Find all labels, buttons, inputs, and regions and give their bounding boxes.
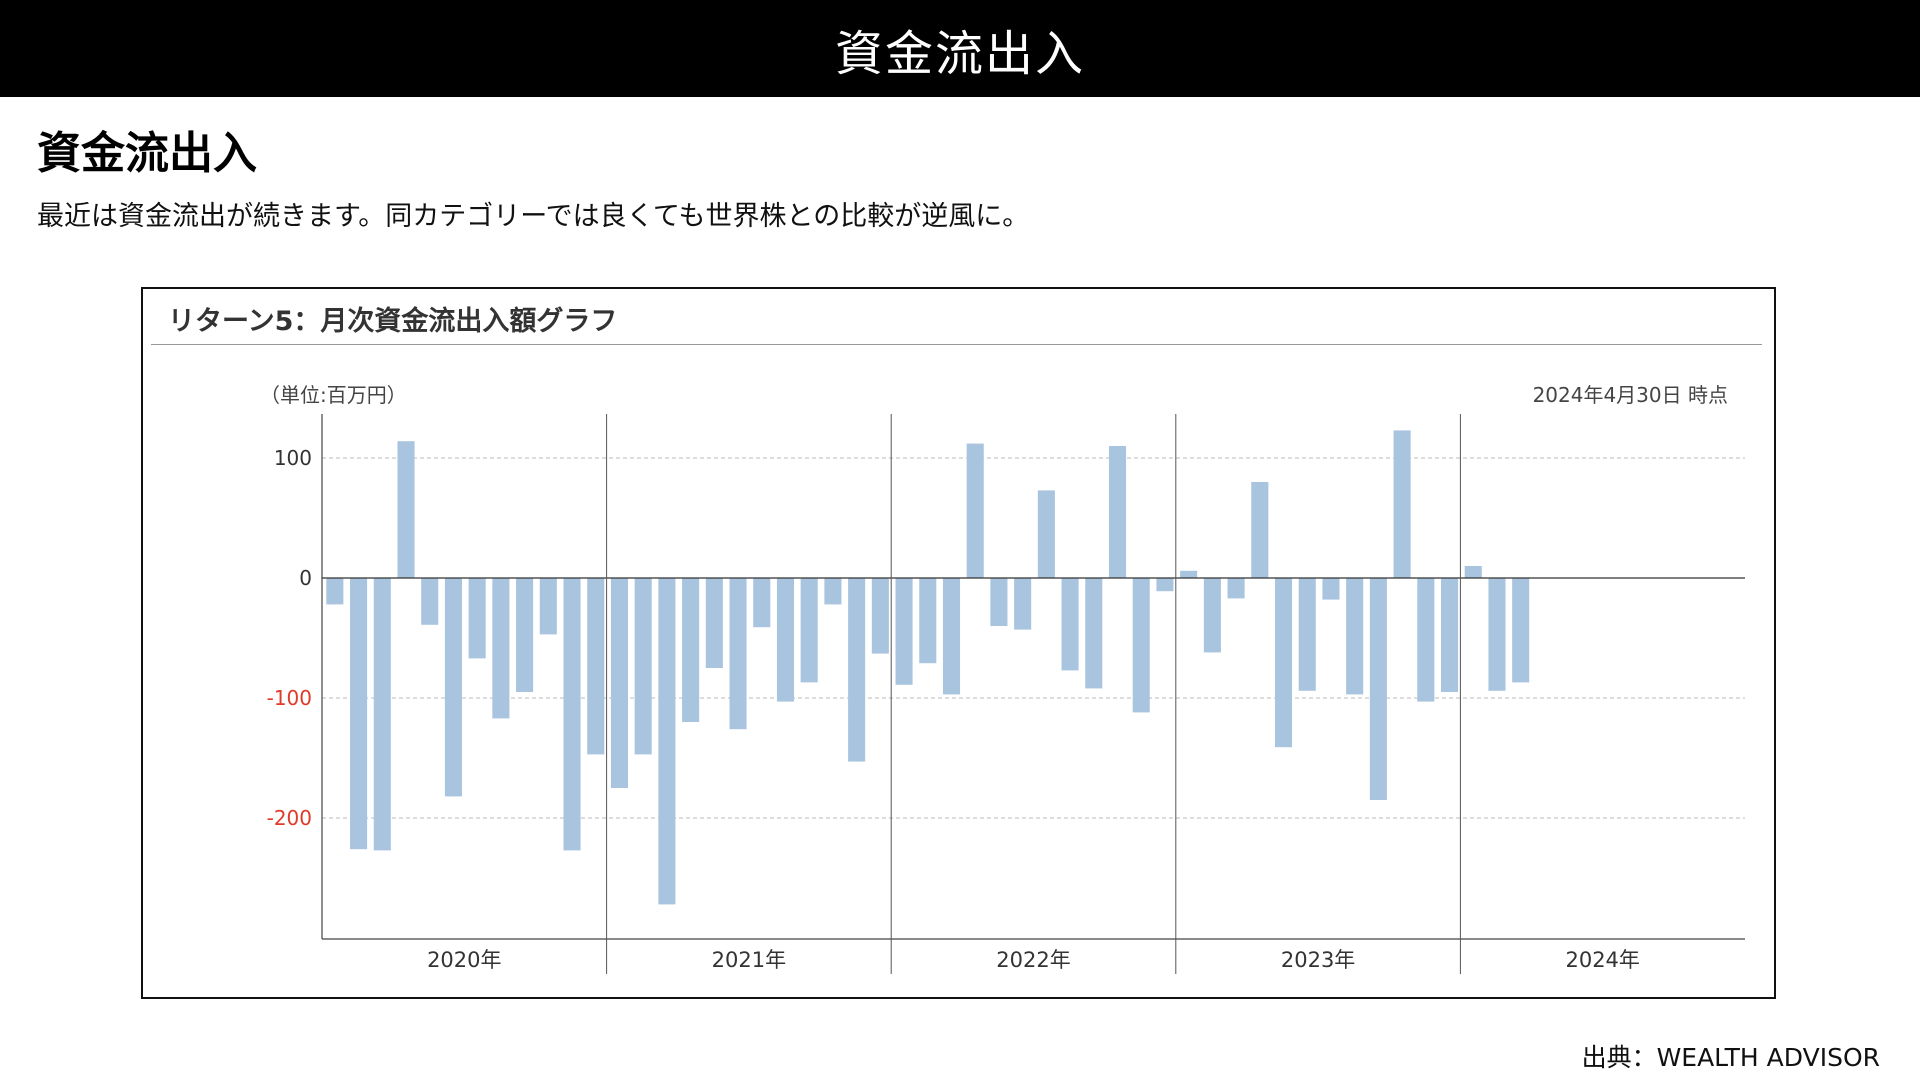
chart-panel: リターン5：月次資金流出入額グラフ （単位:百万円） 2024年4月30日 時点… <box>141 287 1776 999</box>
bar <box>895 578 913 685</box>
bar <box>871 578 889 654</box>
bar <box>990 578 1008 626</box>
as-of-date-label: 2024年4月30日 時点 <box>1532 383 1728 407</box>
bar <box>1488 578 1506 691</box>
chart-title: リターン5：月次資金流出入額グラフ <box>168 306 618 337</box>
bar <box>800 578 818 683</box>
source-credit: 出典：WEALTH ADVISOR <box>1581 1043 1880 1072</box>
bar <box>421 578 439 625</box>
bar <box>1156 578 1174 592</box>
bar <box>468 578 486 659</box>
bar <box>326 578 344 605</box>
bar <box>1346 578 1364 695</box>
y-tick-label: -100 <box>267 686 312 710</box>
bar <box>919 578 937 664</box>
bar <box>658 578 676 905</box>
bar <box>1061 578 1079 671</box>
bar <box>492 578 510 719</box>
bar <box>776 578 795 702</box>
bar <box>1180 570 1198 578</box>
x-tick-label: 2024年 <box>1565 948 1639 972</box>
bar <box>634 578 652 755</box>
bar <box>682 578 700 722</box>
bar <box>397 441 415 578</box>
y-tick-label: 0 <box>299 566 312 590</box>
bar <box>1251 482 1269 578</box>
x-tick-label: 2020年 <box>427 948 501 972</box>
bar <box>1298 578 1316 691</box>
bar <box>563 578 581 851</box>
bar <box>1369 578 1387 800</box>
bar <box>1464 566 1482 578</box>
bar <box>539 578 557 635</box>
bar <box>1132 578 1150 713</box>
unit-label: （単位:百万円） <box>260 383 407 407</box>
x-tick-label: 2022年 <box>996 948 1070 972</box>
bar <box>1322 578 1340 600</box>
bar <box>1085 578 1103 689</box>
bar <box>1393 430 1411 578</box>
bar <box>729 578 747 730</box>
bar <box>848 578 866 762</box>
bar <box>1417 578 1435 702</box>
bar <box>1512 578 1530 683</box>
bar <box>1108 446 1127 578</box>
bar <box>1203 578 1221 653</box>
bar <box>587 578 605 755</box>
bar <box>1014 578 1032 630</box>
x-tick-label: 2021年 <box>712 948 786 972</box>
top-title-bar: 資金流出入 <box>0 0 1920 97</box>
bar <box>1441 578 1459 692</box>
section-description: 最近は資金流出が続きます。同カテゴリーでは良くても世界株との比較が逆風に。 <box>37 201 1030 232</box>
bar <box>753 578 771 628</box>
bar <box>1274 578 1293 748</box>
bar <box>1037 490 1055 578</box>
bar <box>966 443 984 578</box>
bar <box>705 578 723 668</box>
bar <box>610 578 628 788</box>
bar <box>1227 578 1245 599</box>
section-heading: 資金流出入 <box>37 128 257 179</box>
top-title: 資金流出入 <box>834 25 1085 82</box>
y-tick-label: 100 <box>274 446 312 470</box>
chart-title-divider <box>151 344 1762 345</box>
bar <box>350 578 368 850</box>
bar-chart: 100 0 -100 -200 2020年 2021年 2022年 2023年 2024年 <box>267 414 1745 974</box>
bar <box>942 578 961 695</box>
bar <box>373 578 391 851</box>
bar <box>516 578 534 692</box>
bar <box>824 578 842 605</box>
x-tick-label: 2023年 <box>1281 948 1355 972</box>
y-tick-label: -200 <box>267 806 312 830</box>
bar <box>444 578 462 797</box>
